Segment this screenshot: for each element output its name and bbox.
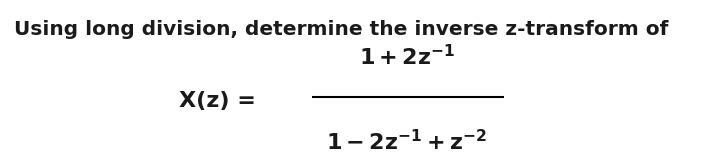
Text: Using long division, determine the inverse z-transform of: Using long division, determine the inver… xyxy=(14,20,669,39)
Text: X(z) =: X(z) = xyxy=(179,91,256,111)
Text: $\mathbf{1 - 2z^{-1} + z^{-2}}$: $\mathbf{1 - 2z^{-1} + z^{-2}}$ xyxy=(326,129,487,154)
Text: $\mathbf{1 + 2z^{-1}}$: $\mathbf{1 + 2z^{-1}}$ xyxy=(359,44,455,70)
